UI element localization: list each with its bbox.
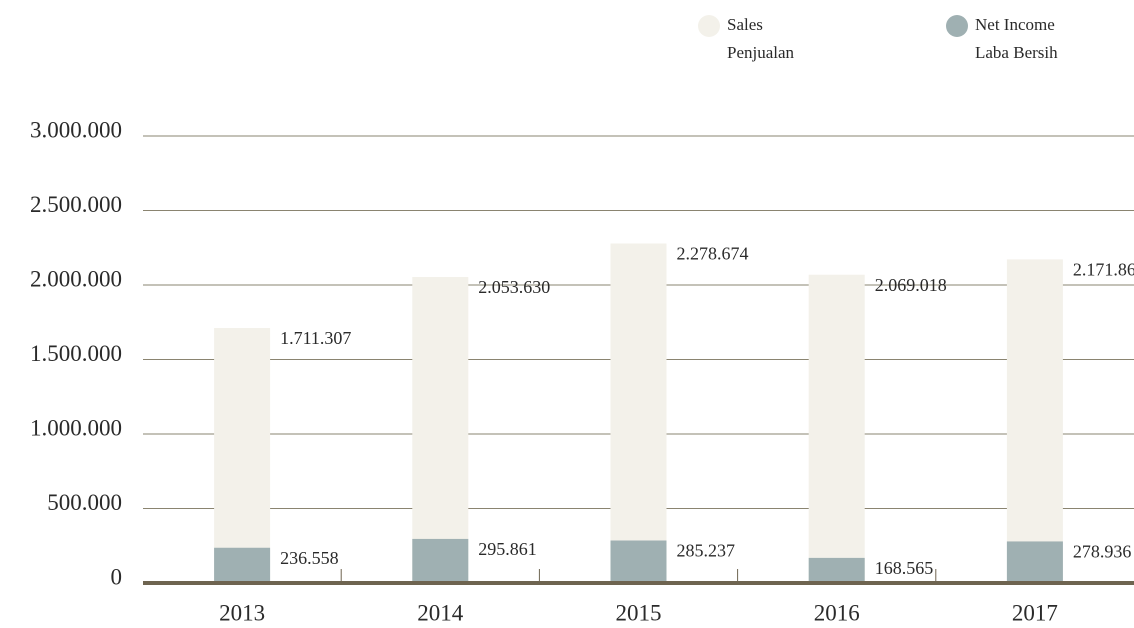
legend-label: Sales bbox=[727, 15, 763, 34]
legend-sublabel: Penjualan bbox=[727, 43, 795, 62]
value-label: 2.053.630 bbox=[478, 277, 550, 297]
legend-sublabel: Laba Bersih bbox=[975, 43, 1058, 62]
bar bbox=[610, 540, 667, 583]
value-label: 285.237 bbox=[677, 541, 736, 561]
y-tick-label: 500.000 bbox=[47, 490, 122, 515]
y-tick-label: 3.000.000 bbox=[30, 117, 122, 142]
y-tick-label: 0 bbox=[111, 564, 123, 589]
x-tick-label: 2016 bbox=[814, 600, 860, 625]
legend-label: Net Income bbox=[975, 15, 1055, 34]
y-tick-label: 2.000.000 bbox=[30, 266, 122, 291]
x-tick-label: 2015 bbox=[616, 600, 662, 625]
x-tick-label: 2014 bbox=[417, 600, 464, 625]
value-label: 2.278.674 bbox=[677, 244, 749, 264]
value-label: 295.861 bbox=[478, 539, 537, 559]
bar bbox=[1006, 259, 1063, 583]
bar bbox=[808, 557, 865, 583]
bar bbox=[214, 328, 271, 583]
legend-swatch bbox=[946, 15, 968, 37]
y-tick-label: 1.000.000 bbox=[30, 415, 122, 440]
bar bbox=[412, 538, 469, 583]
value-label: 2.069.018 bbox=[875, 275, 947, 295]
value-label: 1.711.307 bbox=[280, 328, 351, 348]
x-tick-label: 2013 bbox=[219, 600, 265, 625]
x-tick-label: 2017 bbox=[1012, 600, 1058, 625]
legend-swatch bbox=[698, 15, 720, 37]
bar bbox=[610, 243, 667, 583]
value-label: 2.171.862 bbox=[1073, 260, 1134, 280]
value-label: 168.565 bbox=[875, 558, 934, 578]
bar bbox=[412, 277, 469, 583]
value-label: 236.558 bbox=[280, 548, 339, 568]
bar bbox=[808, 274, 865, 583]
y-tick-label: 1.500.000 bbox=[30, 341, 122, 366]
bar bbox=[1006, 541, 1063, 583]
y-tick-label: 2.500.000 bbox=[30, 192, 122, 217]
bar bbox=[214, 547, 271, 583]
value-label: 278.936 bbox=[1073, 542, 1132, 562]
